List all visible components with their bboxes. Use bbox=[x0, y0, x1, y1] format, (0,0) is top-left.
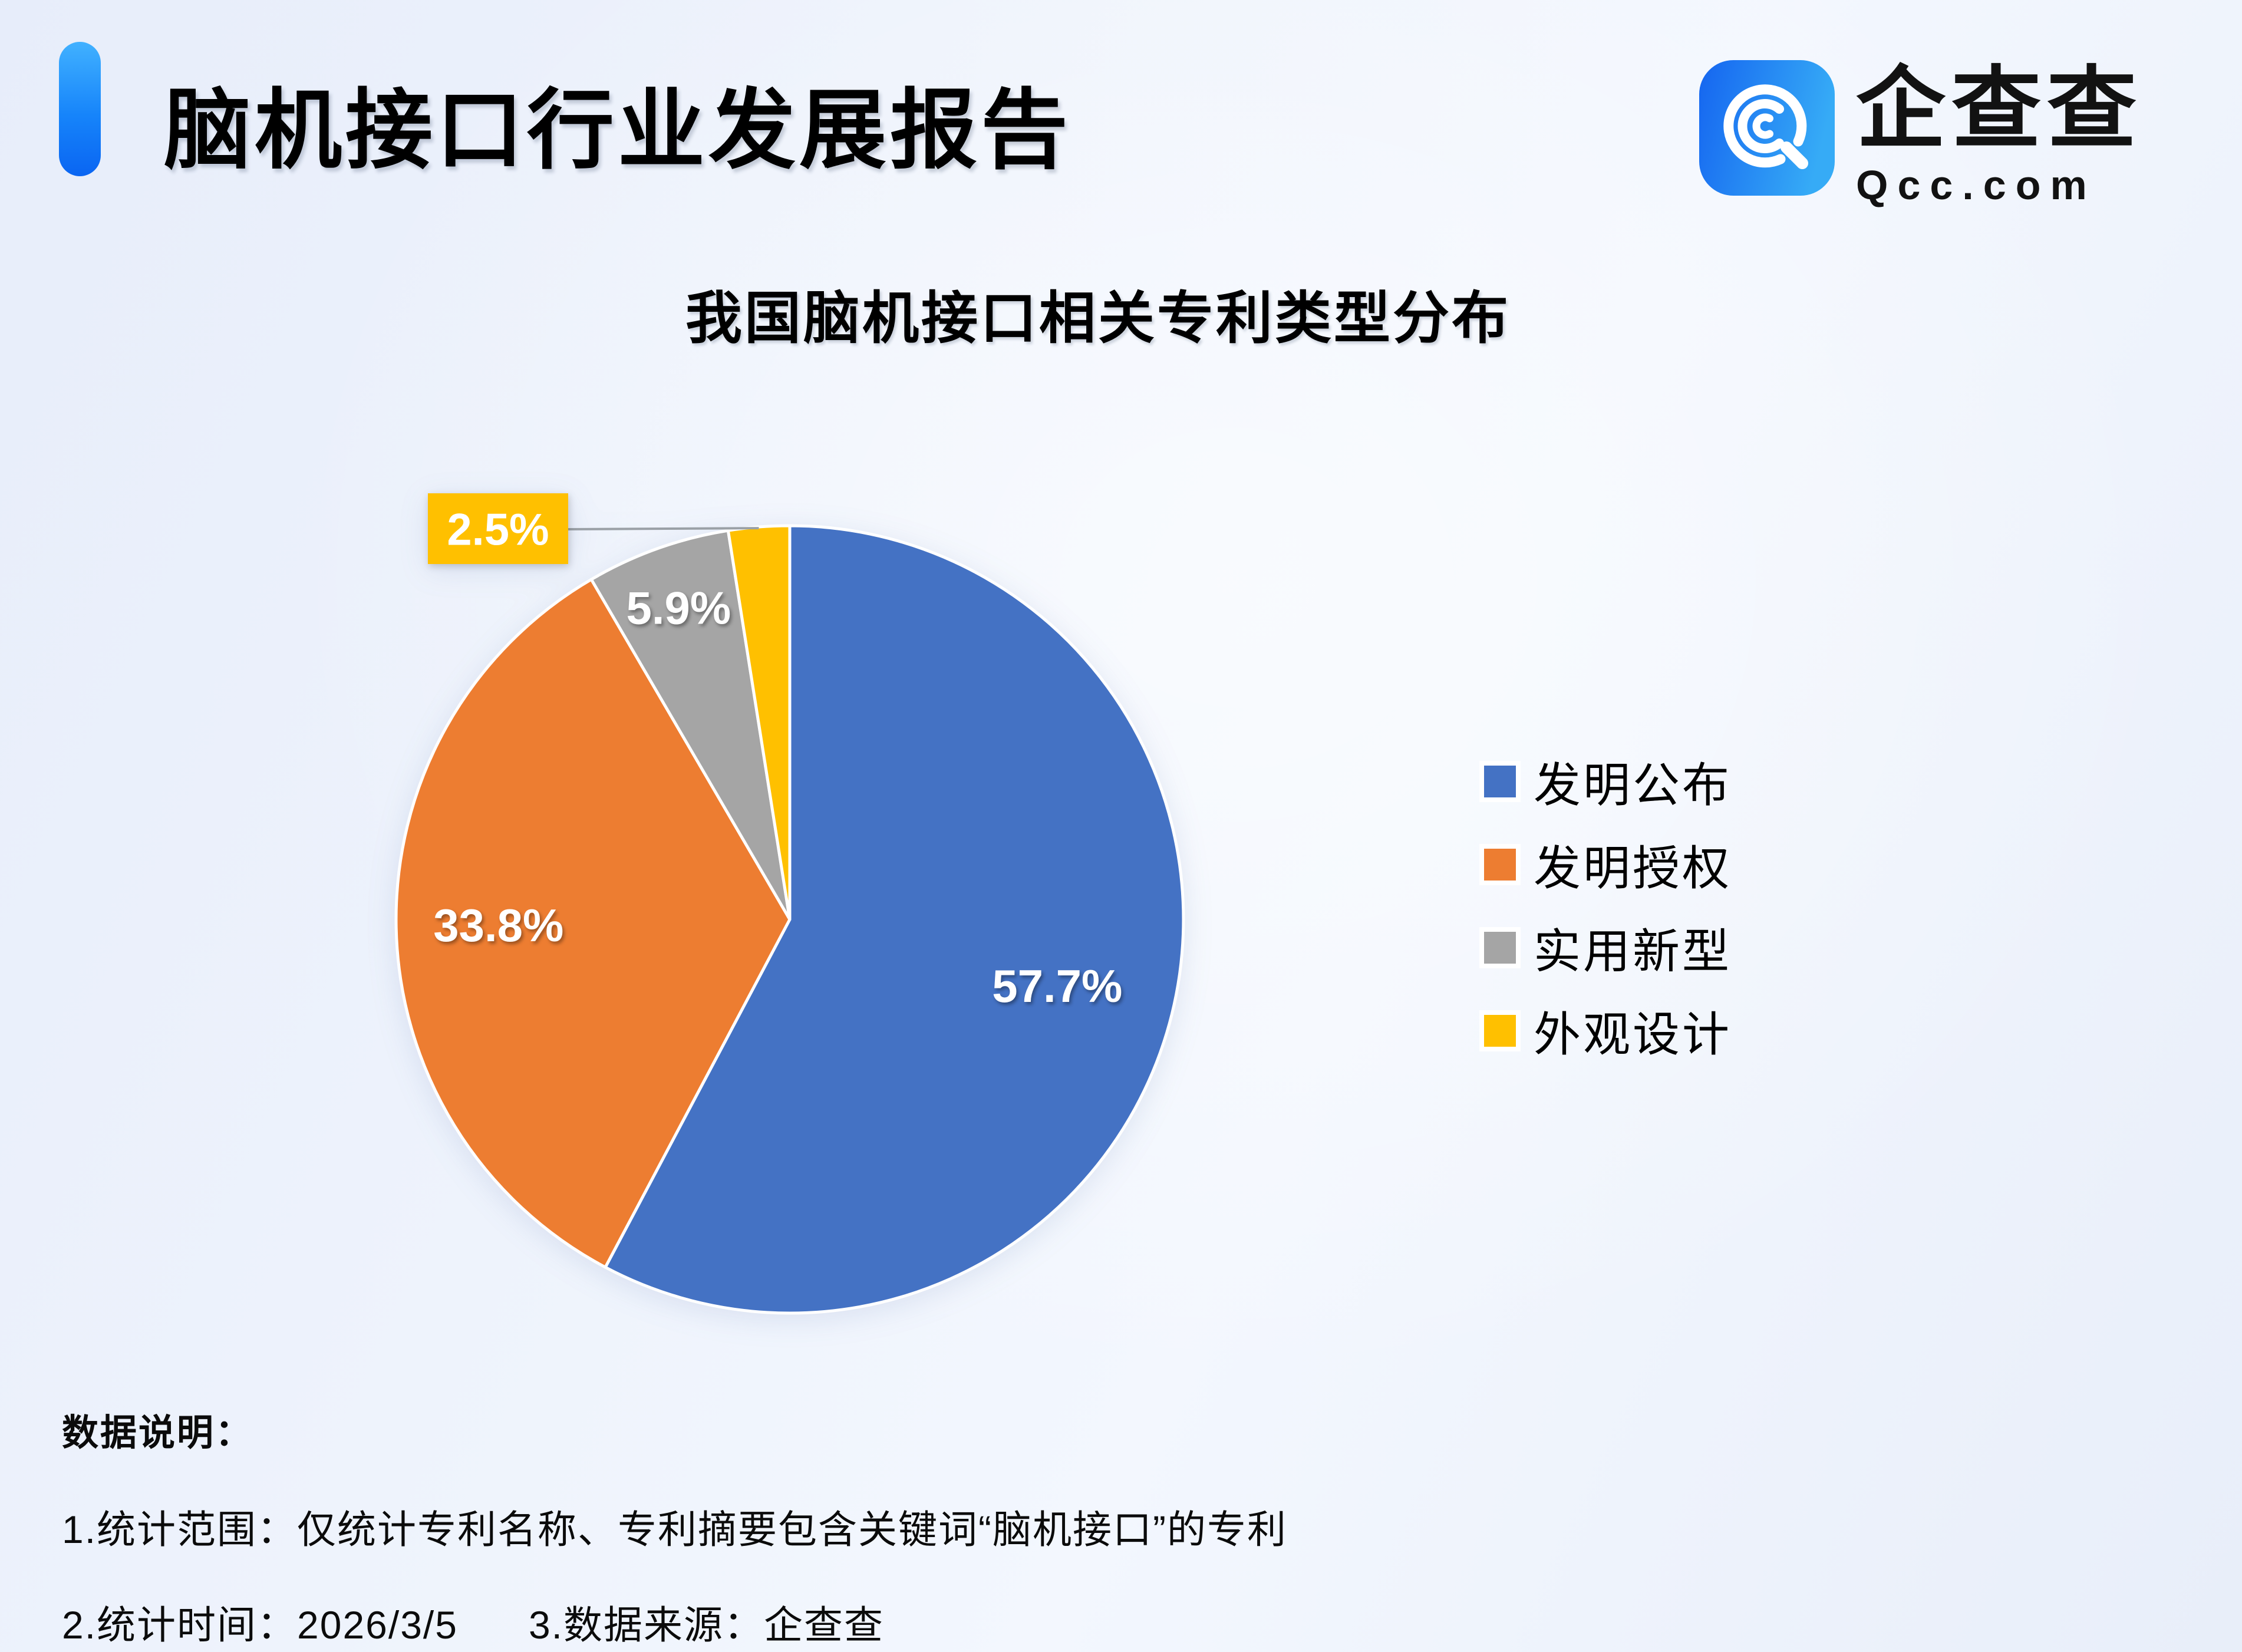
note-source: 3.数据来源：企查查 bbox=[528, 1603, 884, 1647]
notes-heading: 数据说明： bbox=[62, 1413, 254, 1453]
legend-item-2: 实用新型 bbox=[1484, 921, 1732, 978]
chart-title: 我国脑机接口相关专利类型分布 bbox=[685, 287, 1511, 350]
pie-callout-leader bbox=[568, 527, 759, 530]
pie-label-2: 5.9% bbox=[627, 582, 731, 634]
title-accent-bar bbox=[59, 42, 101, 176]
report-title: 脑机接口行业发展报告 bbox=[164, 82, 1071, 179]
brand-name: 企查查 bbox=[1856, 59, 2142, 159]
legend-label-2: 实用新型 bbox=[1534, 925, 1732, 978]
brand-logo: 企查查 Qcc.com bbox=[1699, 60, 2142, 209]
legend-item-0: 发明公布 bbox=[1484, 754, 1732, 812]
note-time: 2.统计时间：2026/3/5 bbox=[62, 1603, 458, 1647]
legend-item-3: 外观设计 bbox=[1484, 1004, 1732, 1061]
brand-domain: Qcc.com bbox=[1856, 162, 2096, 208]
pie-slice-0 bbox=[604, 524, 1185, 1315]
legend-item-1: 发明授权 bbox=[1484, 837, 1732, 895]
pie-callout-box bbox=[428, 493, 568, 564]
pie-label-3: 2.5% bbox=[447, 505, 549, 555]
legend-swatch-1 bbox=[1484, 849, 1516, 881]
legend-label-0: 发明公布 bbox=[1534, 759, 1732, 812]
pie-slice-2 bbox=[589, 529, 792, 921]
pie-chart: 57.7% 33.8% 5.9% 2.5% bbox=[394, 493, 1185, 1315]
qcc-logo-icon bbox=[1699, 60, 1835, 196]
chart-legend: 发明公布发明授权实用新型外观设计 bbox=[1484, 754, 1732, 1061]
note-time-source: 2.统计时间：2026/3/5 3.数据来源：企查查 bbox=[62, 1594, 1287, 1650]
note-scope: 1.统计范围：仅统计专利名称、专利摘要包含关键词“脑机接口”的专利 bbox=[62, 1508, 1287, 1551]
legend-label-1: 发明授权 bbox=[1534, 842, 1732, 895]
legend-swatch-3 bbox=[1484, 1015, 1516, 1047]
legend-swatch-0 bbox=[1484, 766, 1516, 797]
pie-label-1: 33.8% bbox=[433, 899, 563, 951]
brand-text: 企查查 Qcc.com bbox=[1856, 60, 2142, 209]
legend-label-3: 外观设计 bbox=[1534, 1008, 1732, 1061]
pie-label-0: 57.7% bbox=[992, 960, 1122, 1012]
legend-swatch-2 bbox=[1484, 932, 1516, 964]
pie-slice-3 bbox=[726, 524, 792, 921]
data-notes: 数据说明： 1.统计范围：仅统计专利名称、专利摘要包含关键词“脑机接口”的专利 … bbox=[62, 1403, 1287, 1650]
